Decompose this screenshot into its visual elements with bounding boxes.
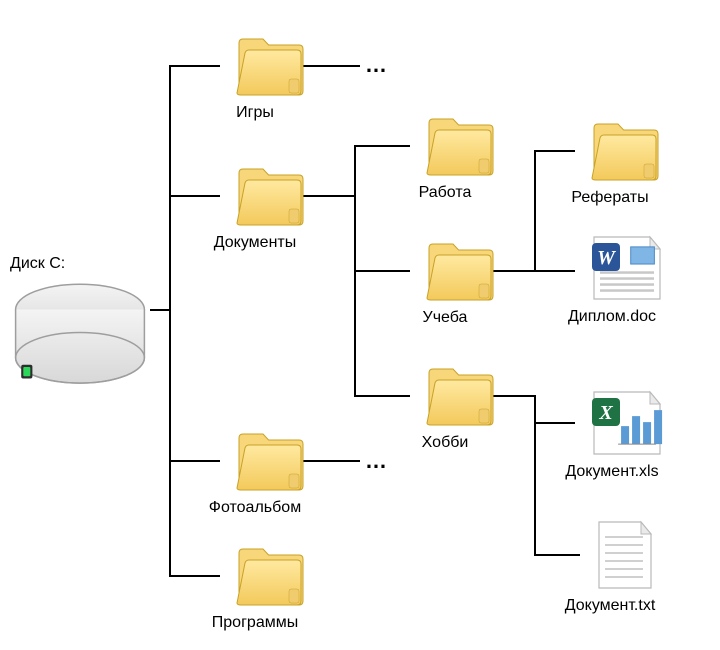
node-label: Документы [190, 234, 320, 252]
node-study: Учеба [410, 240, 510, 327]
folder-icon [425, 240, 495, 302]
folder-icon [590, 120, 660, 182]
folder-icon [235, 545, 305, 607]
node-documents: Документы [220, 165, 320, 252]
node-hobby: Хобби [410, 365, 510, 452]
node-disk: Диск С: [10, 255, 150, 395]
node-referaty: Рефераты [575, 120, 675, 207]
node-label: Работа [380, 184, 510, 202]
svg-text:X: X [598, 402, 613, 424]
svg-text:W: W [597, 247, 616, 269]
file-tree-diagram: ……Диск С:ИгрыДокументыФотоальбомПрограмм… [0, 0, 720, 650]
node-photoalbum: Фотоальбом [220, 430, 320, 517]
ellipsis: … [365, 52, 389, 78]
node-label: Фотоальбом [190, 499, 320, 517]
excel-file-icon: X [590, 390, 664, 456]
node-label: Учеба [380, 309, 510, 327]
folder-icon [425, 115, 495, 177]
node-diplom: WДиплом.doc [575, 235, 679, 326]
node-label: Документ.xls [545, 463, 679, 481]
node-label: Рефераты [545, 189, 675, 207]
node-label: Программы [190, 614, 320, 632]
text-file-icon [595, 520, 655, 590]
node-programs: Программы [220, 545, 320, 632]
folder-icon [235, 165, 305, 227]
disk-icon [10, 275, 150, 390]
node-label: Хобби [380, 434, 510, 452]
node-docxls: XДокумент.xls [575, 390, 679, 481]
node-games: Игры [220, 35, 320, 122]
folder-icon [235, 35, 305, 97]
node-label: Игры [190, 104, 320, 122]
node-label: Диплом.doc [545, 308, 679, 326]
node-label: Документ.txt [550, 597, 670, 615]
node-doctxt: Документ.txt [580, 520, 670, 615]
node-work: Работа [410, 115, 510, 202]
node-label: Диск С: [10, 255, 150, 273]
folder-icon [235, 430, 305, 492]
folder-icon [425, 365, 495, 427]
word-file-icon: W [590, 235, 664, 301]
